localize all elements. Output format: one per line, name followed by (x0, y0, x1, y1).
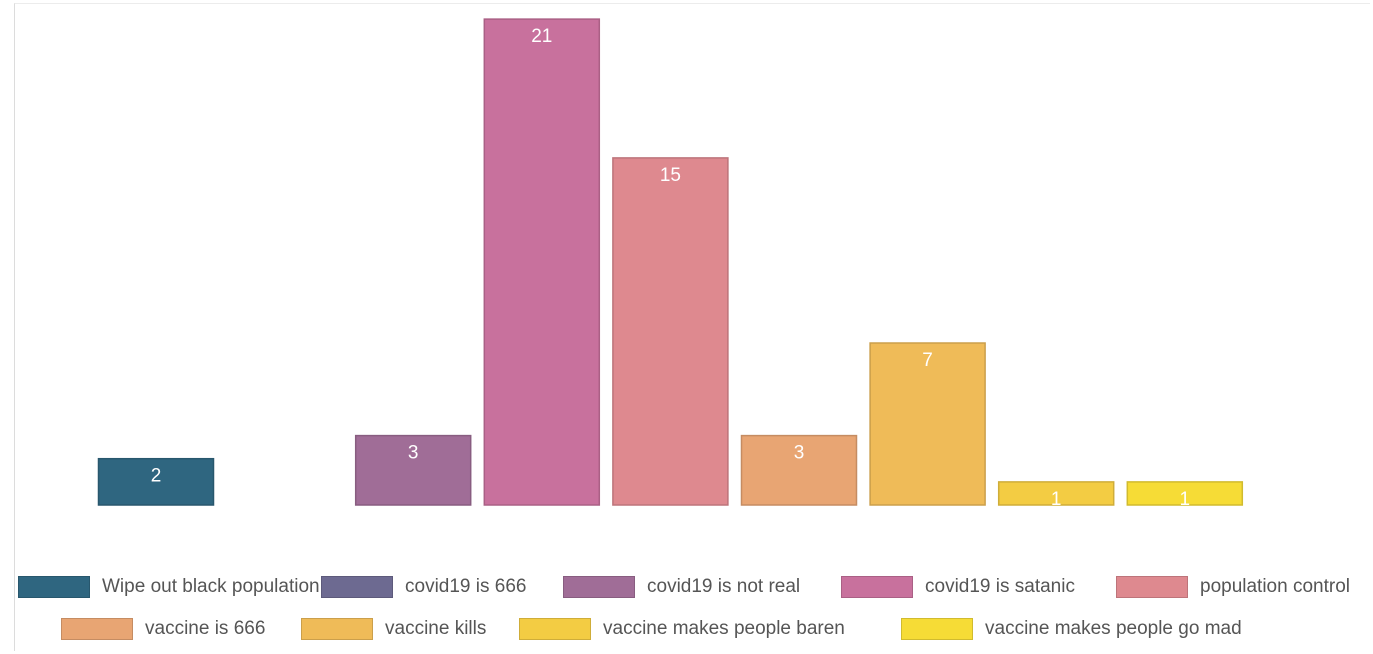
legend-label: vaccine makes people baren (603, 618, 845, 639)
legend-item[interactable]: covid19 is not real (563, 572, 800, 602)
legend-swatch (901, 618, 973, 640)
legend-label: covid19 is satanic (925, 576, 1075, 597)
legend-label: vaccine makes people go mad (985, 618, 1242, 639)
legend-item[interactable]: population control (1116, 572, 1350, 602)
legend: Wipe out black population covid19 is 666 c… (0, 560, 1373, 654)
data-label: 1 (1051, 489, 1062, 510)
legend-swatch (301, 618, 373, 640)
legend-label: population control (1200, 576, 1350, 597)
legend-swatch (519, 618, 591, 640)
bar[interactable] (354, 434, 472, 506)
bar[interactable] (740, 434, 858, 506)
legend-swatch (321, 576, 393, 598)
legend-item[interactable]: Wipe out black population (18, 572, 320, 602)
data-label: 1 (1180, 489, 1191, 510)
legend-item[interactable]: vaccine makes people baren (519, 614, 845, 644)
data-label: 2 (151, 466, 162, 487)
legend-item[interactable]: vaccine is 666 (61, 614, 265, 644)
bar[interactable] (612, 157, 729, 506)
bar[interactable] (997, 481, 1115, 506)
legend-item[interactable]: vaccine makes people go mad (901, 614, 1242, 644)
legend-swatch (61, 618, 133, 640)
legend-row: Wipe out black population covid19 is 666 c… (0, 572, 1373, 602)
legend-label: vaccine kills (385, 618, 487, 639)
bar[interactable] (483, 18, 601, 506)
legend-item[interactable]: covid19 is 666 (321, 572, 526, 602)
data-label: 7 (922, 350, 933, 371)
bar[interactable] (869, 342, 986, 506)
legend-label: covid19 is not real (647, 576, 801, 597)
legend-item[interactable]: vaccine kills (301, 614, 486, 644)
legend-swatch (841, 576, 913, 598)
bar[interactable] (1126, 481, 1244, 506)
data-label: 21 (531, 26, 552, 47)
legend-label: vaccine is 666 (145, 618, 266, 639)
legend-row: vaccine is 666 vaccine kills vaccine makes… (0, 614, 1373, 644)
legend-swatch (18, 576, 90, 598)
data-label: 3 (408, 443, 419, 464)
legend-swatch (1116, 576, 1188, 598)
data-label: 3 (794, 443, 805, 464)
legend-swatch (563, 576, 635, 598)
legend-label: Wipe out black population (102, 576, 320, 597)
legend-label: covid19 is 666 (405, 576, 527, 597)
legend-item[interactable]: covid19 is satanic (841, 572, 1075, 602)
bar[interactable] (97, 457, 215, 506)
data-label: 15 (660, 165, 681, 186)
chart-frame (14, 3, 1370, 651)
